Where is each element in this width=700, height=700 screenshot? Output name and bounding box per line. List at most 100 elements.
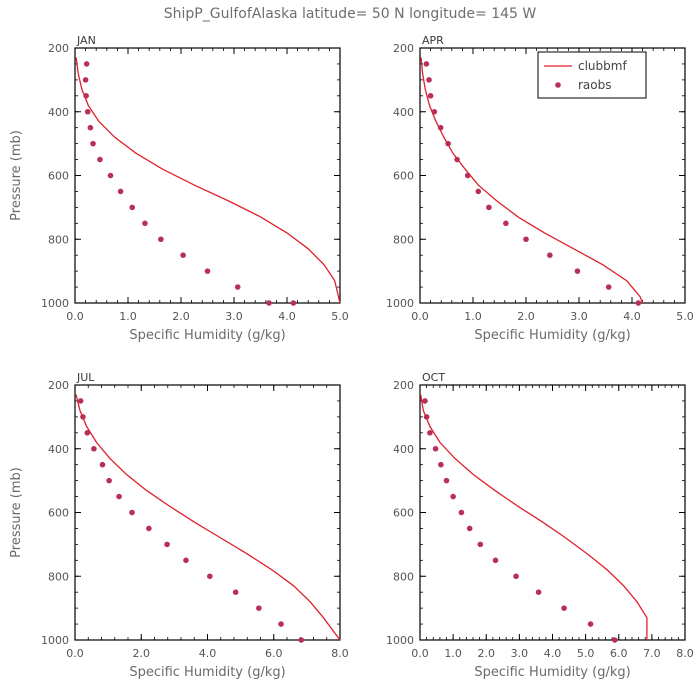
raob-point [106, 477, 112, 484]
raob-point [450, 493, 456, 500]
raob-point [486, 204, 492, 211]
panel-apr: APR 0.0 1.0 2.0 3.0 4.0 5.0 200 400 600 800 1000 Spe… [386, 34, 694, 343]
raob-point [99, 461, 106, 468]
raob-point [158, 236, 164, 243]
raob-point [204, 268, 211, 274]
raob-point [234, 284, 241, 290]
raob-point [492, 557, 499, 564]
raob-point [107, 172, 114, 179]
y-tick-label: 200 [393, 379, 414, 392]
raob-point [466, 525, 473, 532]
raob-point [574, 268, 581, 274]
raob-point [90, 140, 96, 147]
raob-point [97, 156, 103, 163]
raob-point [256, 605, 262, 611]
y-tick-label: 800 [48, 570, 69, 583]
y-tick-label: 800 [393, 570, 414, 583]
x-tick-label: 2.0 [478, 647, 496, 660]
x-axis-label: Specific Humidity (g/kg) [129, 665, 285, 680]
x-tick-label: 4.0 [544, 647, 562, 660]
legend-box [537, 51, 647, 99]
raob-point [547, 252, 553, 258]
raob-point [129, 204, 136, 211]
raob-point [84, 430, 91, 436]
x-tick-label: 4.0 [623, 310, 641, 323]
y-tick-label: 600 [48, 507, 69, 520]
raob-point [77, 398, 84, 404]
raob-point [587, 621, 594, 627]
y-tick-label: 400 [393, 443, 414, 456]
x-tick-label: 4.0 [278, 310, 296, 323]
plot-frame [74, 47, 341, 304]
panel-jan: JAN 0.0 1.0 2.0 3.0 4.0 5.0 200 400 600 800 1000 Spe… [9, 34, 349, 343]
y-tick-label: 600 [393, 170, 414, 183]
y-tick-label: 800 [393, 233, 414, 246]
y-tick-label: 600 [48, 170, 69, 183]
raob-point [298, 637, 305, 643]
x-tick-label: 2.0 [172, 310, 190, 323]
raob-point [443, 477, 450, 484]
raob-point [117, 188, 124, 195]
raob-point [232, 589, 239, 595]
raob-point [82, 77, 89, 83]
model-profile-line [420, 57, 644, 304]
x-tick-label: 1.0 [119, 310, 137, 323]
model-profile-line [75, 57, 341, 304]
panels-container: JAN 0.0 1.0 2.0 3.0 4.0 5.0 200 400 600 800 1000 Spe… [9, 34, 694, 680]
x-tick-label: 8.0 [331, 647, 349, 660]
raob-point [87, 124, 94, 131]
raob-point [423, 414, 430, 420]
raob-point [611, 637, 618, 643]
x-tick-label: 0.0 [411, 310, 429, 323]
raob-point [427, 93, 434, 99]
raob-point [432, 445, 439, 452]
y-tick-label: 200 [393, 42, 414, 55]
raob-point [290, 300, 297, 306]
raob-point [84, 108, 91, 115]
y-tick-label: 1000 [386, 634, 414, 647]
raob-point [423, 61, 430, 67]
x-tick-label: 4.0 [199, 647, 217, 660]
x-axis-label: Specific Humidity (g/kg) [129, 328, 285, 343]
y-axis-label: Pressure (mb) [9, 467, 24, 558]
raob-point [513, 573, 519, 580]
x-tick-label: 1.0 [464, 310, 482, 323]
panel-title: JUL [76, 371, 95, 384]
plot-frame [74, 384, 341, 641]
y-tick-label: 200 [48, 379, 69, 392]
raob-point [605, 284, 612, 290]
raob-point [535, 589, 542, 595]
raob-point [438, 461, 444, 468]
raob-point [437, 124, 444, 131]
x-tick-label: 0.0 [66, 310, 84, 323]
raob-point [80, 414, 86, 420]
x-tick-label: 0.0 [66, 647, 84, 660]
raob-point [142, 220, 148, 227]
raob-point [83, 61, 90, 67]
y-axis-label: Pressure (mb) [9, 130, 24, 221]
panel-title: OCT [422, 371, 445, 384]
x-tick-label: 5.0 [676, 310, 694, 323]
raob-point [164, 541, 170, 548]
raob-point [503, 220, 509, 227]
raob-point [116, 493, 122, 500]
x-tick-label: 7.0 [643, 647, 661, 660]
x-tick-label: 1.0 [444, 647, 462, 660]
raob-point [445, 140, 451, 147]
figure-title: ShipP_GulfofAlaska latitude= 50 N longit… [164, 6, 537, 22]
raob-point [207, 573, 213, 580]
x-tick-label: 5.0 [331, 310, 349, 323]
raob-point [83, 93, 89, 99]
model-profile-line [420, 394, 648, 640]
x-tick-label: 6.0 [265, 647, 283, 660]
legend-label-obs: raobs [578, 78, 612, 92]
legend: clubbmf raobs [537, 51, 647, 99]
y-tick-label: 400 [48, 443, 69, 456]
raob-point [266, 300, 272, 306]
panel-jul: JUL 0.0 2.0 4.0 6.0 8.0 200 400 600 800 1000 Specif… [9, 371, 349, 680]
x-tick-label: 3.0 [225, 310, 243, 323]
raob-point [180, 252, 186, 258]
model-profile-line [75, 394, 341, 641]
y-tick-label: 800 [48, 233, 69, 246]
